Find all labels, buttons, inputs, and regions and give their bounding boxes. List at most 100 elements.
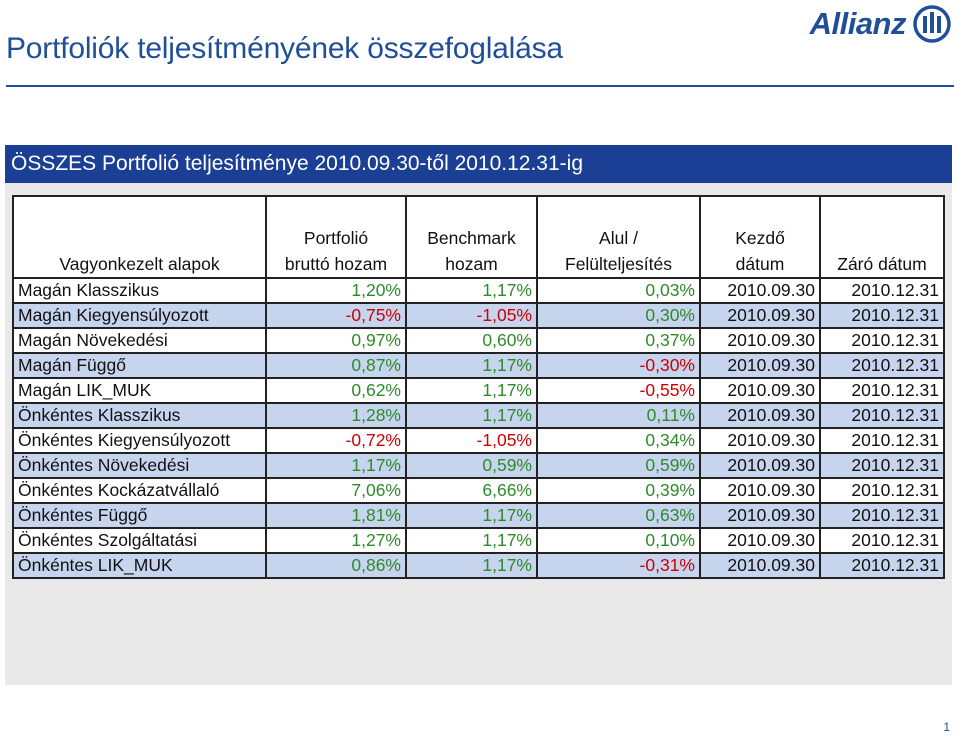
benchmark-return-cell: 0,59% [405,452,538,479]
start-date-cell: 2010.09.30 [699,352,821,379]
portfolio-return-cell: 1,81% [265,502,407,529]
fund-cell: Magán Függő [12,352,267,379]
col-header-end: Záró dátum [819,195,945,279]
table-header-row: Vagyonkezelt alapok Portfolió bruttó hozam… [12,195,945,279]
benchmark-return-cell: -1,05% [405,427,538,454]
col-header-start: Kezdő dátum [699,195,821,279]
fund-cell: Önkéntes Növekedési [12,452,267,479]
performance-diff-cell: -0,30% [536,352,701,379]
allianz-eagle-logo-icon [913,5,951,43]
header-line-2: Záró dátum [837,254,927,274]
header-line-1: Portfolió [303,228,369,248]
end-date-cell: 2010.12.31 [819,402,945,429]
table-row: Önkéntes Klasszikus 1,28% 1,17% 0,11% 2010.0… [12,402,945,429]
fund-cell: Magán LIK_MUK [12,377,267,404]
portfolio-return-cell: 1,28% [265,402,407,429]
header-line-1 [18,225,261,251]
end-date-cell: 2010.12.31 [819,552,945,579]
portfolio-return-cell: 0,62% [265,377,407,404]
fund-cell: Önkéntes Kockázatvállaló [12,477,267,504]
col-header-fund: Vagyonkezelt alapok [12,195,267,279]
performance-diff-cell: -0,55% [536,377,701,404]
performance-diff-cell: 0,30% [536,302,701,329]
end-date-cell: 2010.12.31 [819,427,945,454]
table-row: Önkéntes Függő 1,81% 1,17% 0,63% 2010.09.30 2… [12,502,945,529]
fund-cell: Magán Klasszikus [12,277,267,304]
title-divider [6,85,954,87]
page-number: 1 [943,720,950,734]
performance-diff-cell: 0,11% [536,402,701,429]
start-date-cell: 2010.09.30 [699,302,821,329]
end-date-cell: 2010.12.31 [819,302,945,329]
table-row: Önkéntes Növekedési 1,17% 0,59% 0,59% 2010.0… [12,452,945,479]
end-date-cell: 2010.12.31 [819,452,945,479]
table-row: Önkéntes LIK_MUK 0,86% 1,17% -0,31% 2010.09.… [12,552,945,579]
performance-diff-cell: -0,31% [536,552,701,579]
end-date-cell: 2010.12.31 [819,377,945,404]
benchmark-return-cell: 1,17% [405,377,538,404]
start-date-cell: 2010.09.30 [699,277,821,304]
performance-diff-cell: 0,39% [536,477,701,504]
benchmark-return-cell: -1,05% [405,302,538,329]
start-date-cell: 2010.09.30 [699,402,821,429]
table-row: Magán Függő 0,87% 1,17% -0,30% 2010.09.30 201… [12,352,945,379]
fund-cell: Önkéntes Kiegyensúlyozott [12,427,267,454]
fund-cell: Magán Növekedési [12,327,267,354]
portfolio-return-cell: -0,72% [265,427,407,454]
portfolio-return-cell: 0,97% [265,327,407,354]
col-header-diff: Alul / Felülteljesítés [536,195,701,279]
fund-cell: Önkéntes Szolgáltatási [12,527,267,554]
table-row: Önkéntes Kockázatvállaló 7,06% 6,66% 0,39% 2… [12,477,945,504]
header-line-2: dátum [735,254,785,274]
performance-diff-cell: 0,10% [536,527,701,554]
panel-header: ÖSSZES Portfolió teljesítménye 2010.09.3… [5,145,952,183]
fund-cell: Magán Kiegyensúlyozott [12,302,267,329]
benchmark-return-cell: 1,17% [405,352,538,379]
performance-diff-cell: 0,59% [536,452,701,479]
benchmark-return-cell: 0,60% [405,327,538,354]
performance-diff-cell: 0,37% [536,327,701,354]
performance-table: Vagyonkezelt alapok Portfolió bruttó hozam… [12,195,945,579]
header-line-2: hozam [445,254,498,274]
start-date-cell: 2010.09.30 [699,327,821,354]
fund-cell: Önkéntes Függő [12,502,267,529]
start-date-cell: 2010.09.30 [699,552,821,579]
end-date-cell: 2010.12.31 [819,502,945,529]
page-title: Portfoliók teljesítményének összefoglalá… [6,32,563,65]
end-date-cell: 2010.12.31 [819,277,945,304]
fund-cell: Önkéntes Klasszikus [12,402,267,429]
start-date-cell: 2010.09.30 [699,427,821,454]
portfolio-return-cell: 0,87% [265,352,407,379]
header-line-1 [825,225,939,251]
benchmark-return-cell: 1,17% [405,552,538,579]
header-line-2: Felülteljesítés [565,254,672,274]
portfolio-return-cell: 1,27% [265,527,407,554]
end-date-cell: 2010.12.31 [819,477,945,504]
header-line-2: Vagyonkezelt alapok [59,254,220,274]
table-row: Önkéntes Kiegyensúlyozott -0,72% -1,05% 0,3… [12,427,945,454]
portfolio-return-cell: 1,20% [265,277,407,304]
col-header-benchmark: Benchmark hozam [405,195,538,279]
benchmark-return-cell: 6,66% [405,477,538,504]
portfolio-return-cell: 7,06% [265,477,407,504]
table-row: Magán Növekedési 0,97% 0,60% 0,37% 2010.09.3… [12,327,945,354]
table-body: Magán Klasszikus 1,20% 1,17% 0,03% 2010.09.3… [12,277,945,579]
portfolio-return-cell: -0,75% [265,302,407,329]
portfolio-return-cell: 1,17% [265,452,407,479]
table-row: Magán Kiegyensúlyozott -0,75% -1,05% 0,30% 2… [12,302,945,329]
table-row: Magán LIK_MUK 0,62% 1,17% -0,55% 2010.09.30 2… [12,377,945,404]
start-date-cell: 2010.09.30 [699,377,821,404]
start-date-cell: 2010.09.30 [699,477,821,504]
header-line-1: Kezdő [735,228,785,248]
header-line-1: Benchmark [427,228,516,248]
header-line-1: Alul / [599,228,638,248]
performance-diff-cell: 0,03% [536,277,701,304]
logo-text: Allianz [809,6,907,41]
benchmark-return-cell: 1,17% [405,402,538,429]
end-date-cell: 2010.12.31 [819,352,945,379]
start-date-cell: 2010.09.30 [699,452,821,479]
fund-cell: Önkéntes LIK_MUK [12,552,267,579]
table-row: Önkéntes Szolgáltatási 1,27% 1,17% 0,10% 201… [12,527,945,554]
end-date-cell: 2010.12.31 [819,327,945,354]
allianz-logo: Allianz [810,4,952,44]
